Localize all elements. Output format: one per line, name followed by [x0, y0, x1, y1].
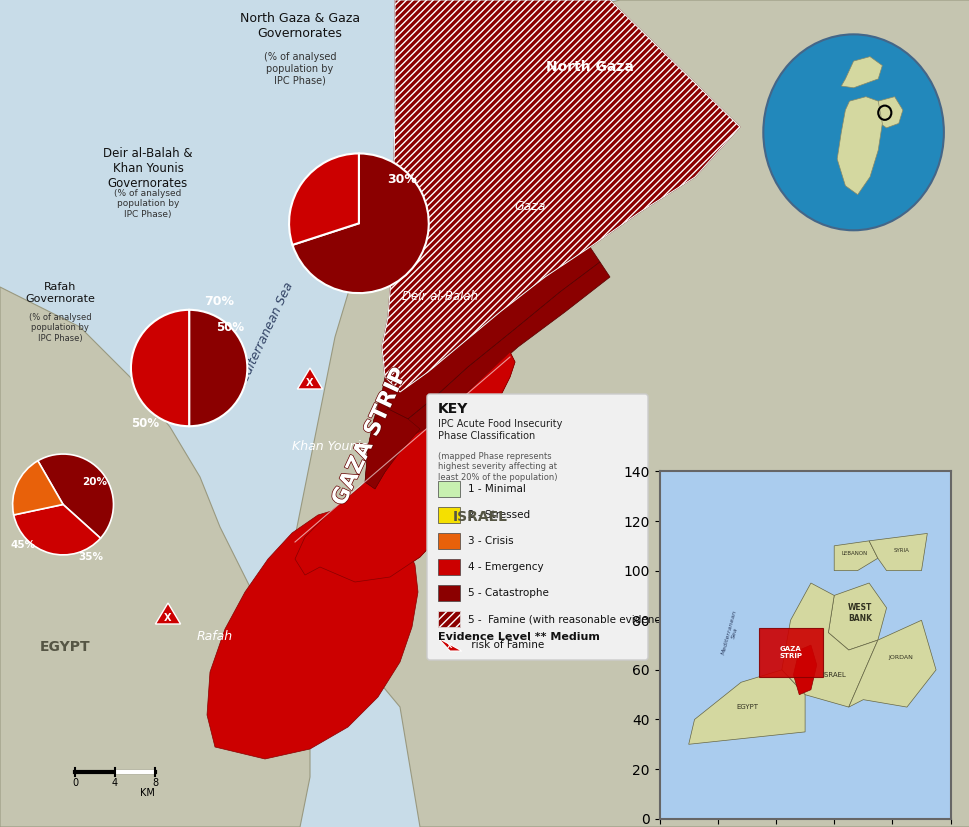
Text: 0: 0 [72, 778, 78, 788]
Polygon shape [295, 352, 515, 582]
Wedge shape [189, 310, 247, 426]
FancyBboxPatch shape [438, 559, 459, 575]
Text: GAZA
STRIP: GAZA STRIP [778, 646, 801, 659]
FancyBboxPatch shape [438, 533, 459, 549]
Wedge shape [293, 154, 428, 293]
Polygon shape [295, 352, 515, 582]
Text: EGYPT: EGYPT [40, 640, 90, 654]
Text: JORDAN: JORDAN [888, 655, 913, 660]
Text: 45%: 45% [10, 540, 35, 550]
Polygon shape [781, 583, 877, 707]
Text: Deir al-Balah: Deir al-Balah [401, 290, 478, 304]
Polygon shape [285, 0, 969, 827]
Text: Evidence Level ** Medium: Evidence Level ** Medium [438, 632, 599, 642]
FancyBboxPatch shape [438, 585, 459, 601]
FancyBboxPatch shape [758, 628, 822, 677]
Text: 20%: 20% [82, 477, 107, 487]
Text: GAZA STRIP: GAZA STRIP [329, 366, 410, 509]
Polygon shape [438, 638, 461, 651]
Polygon shape [382, 247, 600, 419]
Text: 50%: 50% [132, 417, 159, 430]
FancyBboxPatch shape [438, 507, 459, 523]
Circle shape [763, 35, 943, 230]
Polygon shape [793, 645, 816, 695]
Text: North Gaza & Gaza
Governorates: North Gaza & Gaza Governorates [239, 12, 359, 40]
Polygon shape [155, 603, 180, 624]
Text: 2 - Stressed: 2 - Stressed [467, 510, 530, 520]
Text: KM: KM [140, 788, 155, 798]
Text: Mediterranean
Sea: Mediterranean Sea [720, 609, 743, 657]
FancyBboxPatch shape [438, 611, 459, 627]
FancyBboxPatch shape [426, 394, 647, 660]
Text: ISRAEL: ISRAEL [452, 510, 507, 524]
Text: (% of analysed
population by
IPC Phase): (% of analysed population by IPC Phase) [29, 313, 91, 343]
Text: X: X [447, 643, 453, 649]
Text: (mapped Phase represents
highest severity affecting at
least 20% of the populati: (mapped Phase represents highest severit… [438, 452, 557, 482]
Text: IPC Acute Food Insecurity
Phase Classification: IPC Acute Food Insecurity Phase Classifi… [438, 419, 562, 441]
Polygon shape [688, 670, 804, 744]
Polygon shape [297, 368, 323, 389]
Polygon shape [833, 541, 877, 571]
Wedge shape [131, 310, 189, 426]
Text: Khan Younis: Khan Younis [292, 441, 367, 453]
Text: Rafah
Governorate: Rafah Governorate [25, 282, 95, 304]
Text: 50%: 50% [216, 321, 243, 334]
Text: Mediterranean Sea: Mediterranean Sea [234, 280, 296, 394]
Text: Deir al-Balah &
Khan Younis
Governorates: Deir al-Balah & Khan Younis Governorates [103, 147, 193, 190]
Text: LEBANON: LEBANON [840, 551, 867, 556]
Polygon shape [840, 56, 882, 88]
Text: risk of Famine: risk of Famine [467, 640, 544, 650]
Text: Gaza: Gaza [514, 200, 546, 213]
Polygon shape [364, 409, 420, 489]
Polygon shape [206, 507, 418, 759]
Text: SYRIA: SYRIA [892, 548, 908, 553]
Polygon shape [848, 620, 935, 707]
Wedge shape [38, 454, 113, 538]
Text: Rafah: Rafah [197, 630, 233, 643]
Text: 5 - Catastrophe: 5 - Catastrophe [467, 588, 548, 598]
Text: 35%: 35% [78, 552, 103, 562]
Polygon shape [364, 262, 610, 489]
Text: ISRAEL: ISRAEL [822, 672, 845, 678]
Text: 1 - Minimal: 1 - Minimal [467, 484, 525, 494]
Text: KEY: KEY [438, 402, 468, 416]
Wedge shape [289, 154, 359, 245]
Text: 8: 8 [152, 778, 158, 788]
FancyBboxPatch shape [438, 481, 459, 497]
Wedge shape [14, 504, 101, 555]
Text: X: X [164, 614, 172, 624]
Text: WEST
BANK: WEST BANK [847, 603, 872, 623]
Polygon shape [0, 287, 310, 827]
Text: 70%: 70% [204, 295, 234, 308]
Polygon shape [828, 583, 886, 650]
Text: EGYPT: EGYPT [735, 704, 757, 710]
Polygon shape [836, 97, 882, 194]
Text: 30%: 30% [388, 173, 417, 186]
Text: (% of analysed
population by
IPC Phase): (% of analysed population by IPC Phase) [264, 52, 336, 85]
Wedge shape [13, 461, 63, 515]
Text: 5 -  Famine (with reasonable evidence): 5 - Famine (with reasonable evidence) [467, 614, 670, 624]
Text: 3 - Crisis: 3 - Crisis [467, 536, 514, 546]
Text: (% of analysed
population by
IPC Phase): (% of analysed population by IPC Phase) [114, 189, 181, 219]
Polygon shape [382, 0, 739, 392]
Polygon shape [869, 97, 902, 128]
Text: North Gaza: North Gaza [546, 60, 634, 74]
Text: 4 - Emergency: 4 - Emergency [467, 562, 543, 572]
Text: 4: 4 [111, 778, 118, 788]
Text: X: X [306, 379, 313, 389]
Polygon shape [868, 533, 926, 571]
